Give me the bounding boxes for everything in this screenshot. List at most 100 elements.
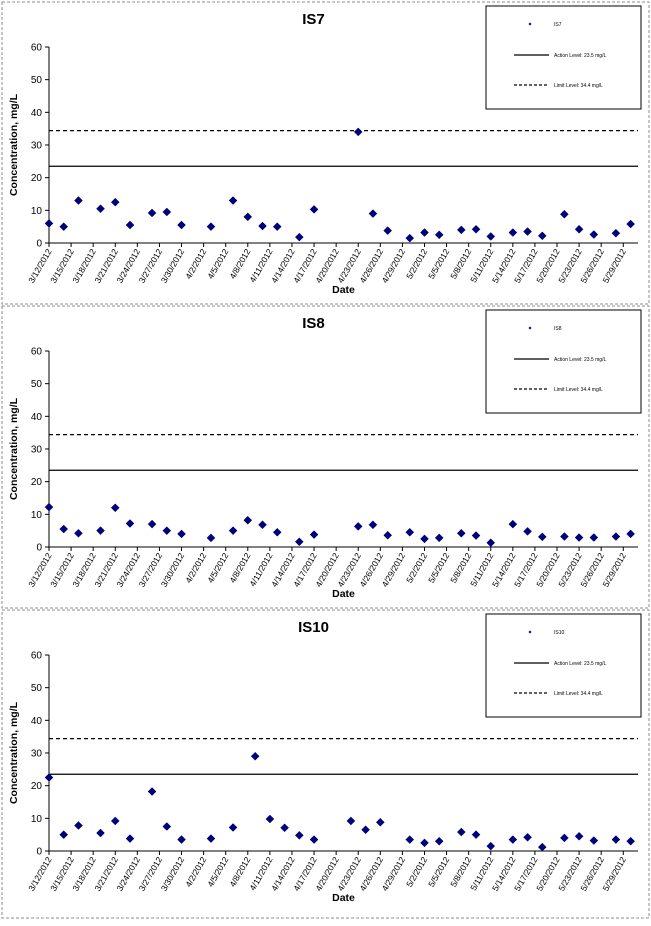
legend-box xyxy=(485,613,642,718)
data-point xyxy=(523,227,532,236)
data-point xyxy=(44,502,54,512)
data-point xyxy=(471,531,481,540)
data-point xyxy=(560,532,569,541)
data-point xyxy=(44,773,54,782)
data-point xyxy=(162,526,172,536)
data-point xyxy=(74,196,83,205)
data-point xyxy=(537,231,547,241)
data-point xyxy=(59,222,69,232)
y-tick-label: 20 xyxy=(31,477,43,488)
data-point xyxy=(74,528,83,538)
data-point xyxy=(228,196,238,205)
data-point xyxy=(456,225,466,235)
data-point xyxy=(574,533,584,542)
data-point xyxy=(486,232,496,241)
data-point xyxy=(206,834,216,843)
data-point xyxy=(383,530,393,540)
data-point xyxy=(589,533,599,542)
y-tick-label: 50 xyxy=(31,75,43,86)
legend: IS7 Action Level: 23.5 mg/L Limit Level: 3… xyxy=(485,5,642,110)
y-axis-label: Concentration, mg/L xyxy=(8,93,20,196)
data-point xyxy=(265,814,275,824)
legend-label-limit: Limit Level: 34.4 mg/L xyxy=(554,691,603,697)
data-point xyxy=(560,833,569,843)
legend-box xyxy=(485,5,642,110)
data-point xyxy=(405,835,415,844)
chart-title: IS10 xyxy=(298,619,329,636)
data-point xyxy=(177,220,186,230)
data-point xyxy=(294,537,304,547)
data-point xyxy=(353,127,363,137)
data-point xyxy=(258,221,267,231)
legend: IS8 Action Level: 23.5 mg/L Limit Level: 3… xyxy=(485,309,642,414)
data-point xyxy=(147,208,157,218)
data-point xyxy=(280,823,289,833)
data-point xyxy=(375,817,385,827)
x-axis-label: Date xyxy=(332,588,355,600)
y-tick-label: 40 xyxy=(31,108,43,119)
y-tick-label: 30 xyxy=(31,445,43,456)
data-point xyxy=(272,222,282,232)
y-tick-label: 30 xyxy=(31,141,43,152)
data-point xyxy=(59,830,69,840)
data-point xyxy=(294,830,304,840)
y-tick-label: 40 xyxy=(31,412,43,423)
x-axis-label: Date xyxy=(332,892,355,904)
data-point xyxy=(243,212,253,222)
legend-label-series: IS10 xyxy=(554,630,565,636)
legend-marker xyxy=(528,630,532,634)
data-point xyxy=(162,207,172,217)
y-axis-label: Concentration, mg/L xyxy=(8,397,20,500)
data-point xyxy=(206,533,216,543)
data-point xyxy=(537,532,547,542)
data-point xyxy=(537,842,547,852)
data-point xyxy=(294,232,304,242)
data-point xyxy=(405,527,415,537)
data-point xyxy=(368,520,378,530)
legend: IS10 Action Level: 23.5 mg/L Limit Level: … xyxy=(485,613,642,718)
data-point xyxy=(125,834,135,843)
data-point xyxy=(508,228,518,237)
data-point xyxy=(456,827,466,837)
data-point xyxy=(456,528,466,538)
data-point xyxy=(626,836,635,846)
y-tick-label: 60 xyxy=(31,43,43,54)
data-point xyxy=(589,230,599,239)
data-point xyxy=(177,835,186,844)
y-tick-label: 40 xyxy=(31,716,43,727)
legend-label-series: IS7 xyxy=(554,22,562,28)
data-point xyxy=(611,835,621,844)
data-point xyxy=(368,209,378,218)
legend-label-series: IS8 xyxy=(554,326,562,332)
legend-label-action: Action Level: 23.5 mg/L xyxy=(554,661,606,667)
data-point xyxy=(309,835,319,844)
data-point xyxy=(626,219,635,229)
data-point xyxy=(434,836,444,846)
data-point xyxy=(309,204,319,214)
data-point xyxy=(125,519,135,528)
data-point xyxy=(243,515,253,525)
data-point xyxy=(361,825,370,835)
y-tick-label: 30 xyxy=(31,749,43,760)
y-tick-label: 60 xyxy=(31,347,43,358)
legend-marker xyxy=(528,22,532,26)
data-point xyxy=(125,220,135,230)
data-point xyxy=(420,228,429,237)
data-point xyxy=(353,522,363,531)
data-point xyxy=(508,835,518,844)
data-point xyxy=(523,832,532,842)
y-tick-label: 0 xyxy=(36,847,42,858)
data-point xyxy=(420,838,429,848)
data-point xyxy=(611,228,621,238)
data-point xyxy=(611,532,621,541)
x-axis-label: Date xyxy=(332,284,355,296)
data-point xyxy=(626,529,635,539)
data-point xyxy=(250,751,260,761)
data-point xyxy=(589,836,599,845)
data-point xyxy=(574,831,584,841)
data-point xyxy=(96,526,105,536)
data-point xyxy=(523,526,532,536)
